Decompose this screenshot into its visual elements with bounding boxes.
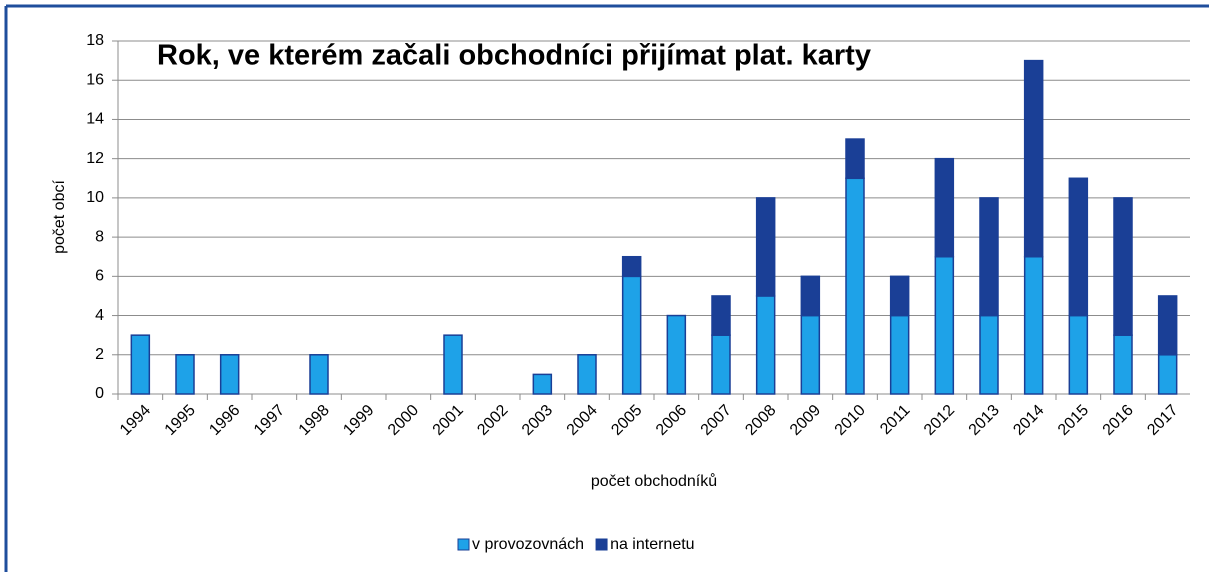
bar-segment xyxy=(1157,295,1178,356)
bar-segment xyxy=(1157,354,1178,395)
bar-segment xyxy=(755,295,776,395)
x-tick-label: 1999 xyxy=(340,402,377,439)
x-tick-label: 2014 xyxy=(1010,402,1047,439)
x-tick-label: 2001 xyxy=(430,402,467,439)
bar-segment xyxy=(889,314,910,395)
x-tick-label: 2009 xyxy=(787,402,824,439)
y-tick-label: 4 xyxy=(95,307,104,324)
y-tick-label: 18 xyxy=(86,32,104,49)
bar-segment xyxy=(711,295,731,336)
x-tick-label: 1996 xyxy=(206,402,243,439)
x-tick-label: 2017 xyxy=(1144,402,1181,439)
x-tick-label: 1997 xyxy=(251,402,288,439)
bar-segment xyxy=(934,255,955,395)
y-tick-label: 10 xyxy=(86,189,104,206)
x-tick-label: 2012 xyxy=(921,402,958,439)
bar-segment xyxy=(800,314,821,395)
legend-swatch xyxy=(457,538,470,551)
bar-segment xyxy=(309,354,329,395)
x-tick-label: 2005 xyxy=(608,402,645,439)
x-tick-label: 2002 xyxy=(474,402,511,439)
x-tick-label: 1994 xyxy=(117,402,154,439)
x-tick-label: 2004 xyxy=(564,402,601,439)
bar-segment xyxy=(175,354,195,395)
bar-segment xyxy=(979,314,999,395)
x-tick-label: 2015 xyxy=(1055,402,1092,439)
bar-segment xyxy=(577,354,597,395)
bar-segment xyxy=(1113,197,1133,336)
x-tick-label: 2013 xyxy=(966,402,1003,439)
y-tick-label: 14 xyxy=(86,111,104,128)
bar-segment xyxy=(1113,334,1133,395)
bar-segment xyxy=(845,177,865,395)
bar-segment xyxy=(1068,177,1089,317)
x-tick-label: 2003 xyxy=(519,402,556,439)
bar-segment xyxy=(979,197,999,317)
x-tick-label: 2010 xyxy=(832,402,869,439)
legend-label: na internetu xyxy=(610,536,695,553)
bar-segment xyxy=(443,334,463,395)
bar-segment xyxy=(755,197,776,297)
bar-segment xyxy=(621,255,642,278)
bar-segment xyxy=(219,354,240,395)
y-tick-label: 0 xyxy=(95,385,104,402)
y-tick-label: 6 xyxy=(95,268,104,285)
bar-segment xyxy=(800,275,821,317)
bar-segment xyxy=(1023,255,1044,395)
y-tick-label: 16 xyxy=(86,71,104,88)
x-tick-label: 2007 xyxy=(698,402,735,439)
chart-title: Rok, ve kterém začali obchodníci přijíma… xyxy=(157,40,871,72)
x-tick-label: 2000 xyxy=(385,402,422,439)
bar-segment xyxy=(666,314,687,395)
bar-segment xyxy=(1068,314,1089,395)
x-tick-label: 2006 xyxy=(653,402,690,439)
bar-segment xyxy=(934,157,955,258)
legend-label: v provozovnách xyxy=(472,536,584,553)
y-tick-label: 12 xyxy=(86,150,104,167)
legend-swatch xyxy=(595,538,608,551)
x-tick-label: 2011 xyxy=(877,402,913,438)
bar-segment xyxy=(532,373,553,395)
x-tick-label: 2016 xyxy=(1100,402,1137,439)
bar-segment xyxy=(845,138,865,180)
x-tick-label: 1998 xyxy=(296,402,333,439)
bar-segment xyxy=(1023,59,1044,258)
bar-segment xyxy=(889,275,910,317)
bar-segment xyxy=(621,275,642,395)
y-tick-label: 2 xyxy=(95,346,104,363)
x-tick-label: 1995 xyxy=(162,402,199,439)
x-tick-label: 2008 xyxy=(742,402,779,439)
bar-segment xyxy=(711,334,731,395)
bar-segment xyxy=(130,334,151,395)
x-axis-label: počet obchodníků xyxy=(591,472,717,490)
y-tick-label: 8 xyxy=(95,228,104,245)
y-axis-label: počet obcí xyxy=(51,180,68,254)
